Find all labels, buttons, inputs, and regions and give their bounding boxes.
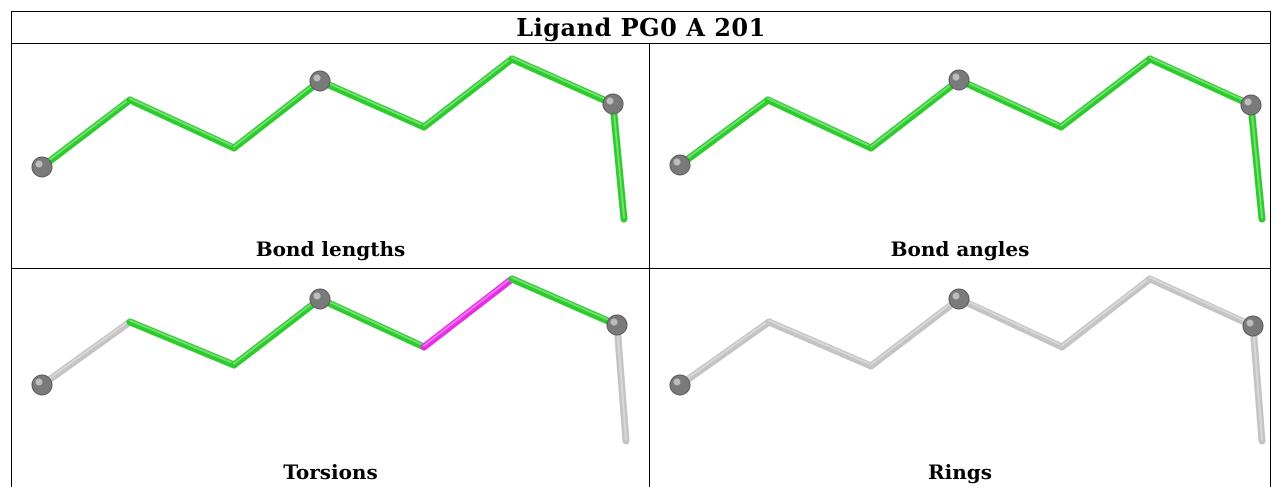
bond-5	[1146, 275, 1257, 330]
atom-sphere	[31, 374, 53, 396]
bond-highlight-0	[679, 97, 769, 165]
bond-highlight-5	[511, 56, 614, 104]
atom-sphere	[1240, 94, 1262, 116]
bond-highlight-3	[958, 296, 1063, 347]
atom-sphere	[669, 154, 691, 176]
panel-caption: Bond lengths	[255, 237, 406, 261]
panel-bond-angles: Bond angles	[650, 44, 1270, 268]
bond-highlight-3	[319, 78, 425, 127]
bond-0	[676, 96, 772, 169]
panel-rings: Rings	[650, 269, 1270, 487]
bond-6	[1247, 101, 1266, 223]
bond-1	[126, 318, 238, 369]
bond-0	[38, 96, 134, 171]
bond-highlight-6	[612, 101, 625, 219]
bond-6	[609, 100, 628, 223]
bond-highlight-1	[129, 319, 235, 365]
bond-5	[1146, 55, 1255, 109]
bond-highlight-5	[1149, 276, 1254, 326]
atom-shine	[952, 292, 960, 300]
panel-caption: Torsions	[283, 460, 378, 484]
atom-shine	[673, 158, 681, 166]
atom-sphere	[948, 69, 970, 91]
bond-highlight-2	[233, 78, 321, 148]
bond-4	[420, 55, 516, 131]
figure-title: Ligand PG0 A 201	[516, 13, 766, 42]
panel-torsions: Torsions	[12, 269, 649, 487]
panel-bond-lengths: Bond lengths	[12, 44, 649, 268]
bond-5	[508, 55, 617, 108]
bond-1	[765, 318, 875, 370]
atom-sphere	[309, 70, 331, 92]
bond-highlight-0	[679, 319, 770, 385]
bond-3	[316, 295, 428, 351]
bond-highlight-2	[870, 296, 960, 366]
bond-highlight-4	[423, 276, 513, 347]
atom-shine	[313, 292, 321, 300]
atom-shine	[673, 378, 681, 386]
panel-caption: Bond angles	[890, 237, 1030, 261]
bond-2	[867, 76, 963, 152]
bond-highlight-5	[1149, 56, 1252, 105]
bond-1	[126, 96, 238, 152]
bond-highlight-6	[616, 322, 627, 441]
atom-shine	[35, 378, 43, 386]
bond-3	[955, 295, 1066, 351]
atom-sphere	[669, 374, 691, 396]
bond-2	[230, 77, 324, 152]
bond-3	[955, 76, 1065, 131]
atom-shine	[1244, 98, 1252, 106]
ligand-structure	[31, 55, 628, 223]
bond-2	[230, 295, 324, 369]
atom-shine	[606, 97, 614, 105]
atom-shine	[610, 318, 618, 326]
bond-highlight-4	[1061, 276, 1151, 347]
bond-highlight-2	[233, 296, 321, 365]
bond-highlight-2	[870, 77, 960, 148]
bond-highlight-3	[958, 77, 1062, 127]
bond-highlight-4	[423, 56, 513, 127]
bond-1	[764, 96, 875, 152]
column-divider	[649, 43, 650, 487]
bond-4	[420, 275, 516, 351]
figure-frame	[11, 11, 1271, 487]
bond-0	[676, 318, 773, 389]
ligand-structure	[669, 275, 1266, 445]
bond-5	[508, 275, 621, 329]
bond-highlight-0	[41, 319, 131, 385]
bond-highlight-6	[1250, 102, 1263, 219]
bond-highlight-1	[129, 97, 235, 148]
atom-sphere	[1242, 315, 1264, 337]
atom-shine	[313, 74, 321, 82]
ligand-structure	[669, 55, 1266, 223]
bond-3	[316, 77, 428, 131]
bond-highlight-1	[768, 319, 872, 366]
atom-sphere	[602, 93, 624, 115]
title-divider	[11, 43, 1271, 44]
atom-sphere	[31, 156, 53, 178]
atom-shine	[1246, 319, 1254, 327]
bond-highlight-4	[1060, 56, 1151, 127]
atom-shine	[35, 160, 43, 168]
bond-0	[38, 318, 134, 389]
bond-highlight-0	[41, 97, 131, 167]
bond-6	[1249, 322, 1266, 445]
panel-caption: Rings	[927, 460, 992, 484]
atom-sphere	[606, 314, 628, 336]
atom-sphere	[948, 288, 970, 310]
ligand-structure	[31, 275, 630, 445]
bond-highlight-3	[319, 296, 425, 347]
bond-4	[1058, 275, 1154, 351]
bond-highlight-5	[511, 276, 618, 325]
bond-4	[1057, 55, 1154, 131]
bond-highlight-6	[1252, 323, 1263, 441]
row-divider	[11, 268, 1271, 269]
atom-sphere	[309, 288, 331, 310]
bond-2	[867, 295, 963, 370]
atom-shine	[952, 73, 960, 81]
bond-highlight-1	[767, 97, 872, 148]
bond-6	[613, 321, 630, 445]
